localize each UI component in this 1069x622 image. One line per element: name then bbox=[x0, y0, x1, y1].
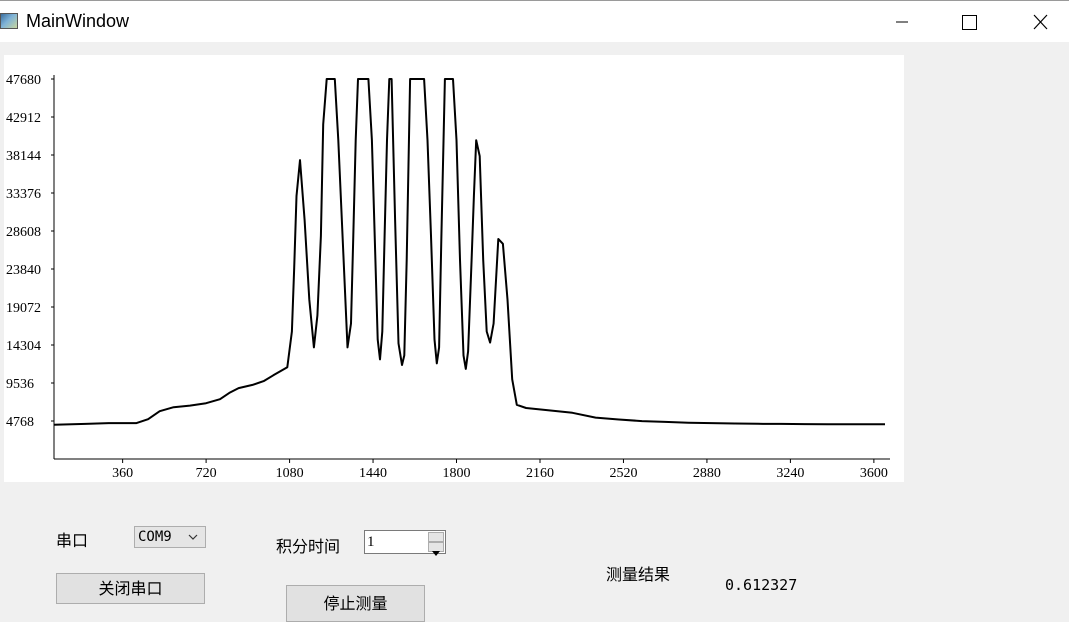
x-tick-label: 720 bbox=[196, 466, 217, 481]
x-tick-label: 3240 bbox=[776, 466, 804, 481]
x-tick-label: 1080 bbox=[276, 466, 304, 481]
x-tick-label: 1800 bbox=[443, 466, 471, 481]
app-icon bbox=[0, 13, 18, 29]
serial-port-combobox[interactable]: COM9 bbox=[134, 526, 206, 548]
x-tick-label: 1440 bbox=[359, 466, 387, 481]
y-tick-label: 47680 bbox=[6, 73, 41, 88]
x-tick-label: 2160 bbox=[526, 466, 554, 481]
close-port-button[interactable]: 关闭串口 bbox=[56, 573, 205, 604]
y-tick-label: 38144 bbox=[6, 149, 41, 164]
close-button[interactable] bbox=[1017, 1, 1063, 43]
integration-time-label: 积分时间 bbox=[276, 537, 341, 556]
result-value: 0.612327 bbox=[725, 576, 798, 594]
y-tick-label: 4768 bbox=[6, 415, 34, 430]
spin-up-button[interactable] bbox=[428, 532, 444, 547]
maximize-icon bbox=[962, 15, 977, 30]
x-tick-label: 3600 bbox=[860, 466, 888, 481]
chevron-down-icon bbox=[188, 534, 198, 540]
integration-time-input[interactable] bbox=[367, 533, 425, 551]
y-tick-label: 28608 bbox=[6, 225, 41, 240]
arrow-down-icon bbox=[432, 551, 440, 556]
y-tick-label: 19072 bbox=[6, 301, 41, 316]
x-tick-label: 360 bbox=[112, 466, 133, 481]
x-tick-label: 2880 bbox=[693, 466, 721, 481]
serial-port-label: 串口 bbox=[56, 531, 89, 550]
spectrum-chart: 360 720 1080 1440 1800 2160 2520 2880 3240 3600 47… bbox=[4, 55, 904, 482]
minimize-button[interactable] bbox=[879, 1, 925, 43]
y-tick-label: 42912 bbox=[6, 111, 41, 126]
spin-down-button[interactable] bbox=[428, 542, 444, 556]
spectrum-chart-svg: 360 720 1080 1440 1800 2160 2520 2880 3240 3600 47… bbox=[6, 73, 890, 481]
series-line bbox=[53, 78, 885, 426]
minimize-icon bbox=[896, 21, 908, 23]
close-icon bbox=[1033, 14, 1048, 30]
maximize-button[interactable] bbox=[946, 1, 992, 43]
y-tick-label: 9536 bbox=[6, 377, 34, 392]
y-tick-label: 23840 bbox=[6, 263, 41, 278]
integration-time-spinbox bbox=[364, 530, 446, 556]
stop-measure-button[interactable]: 停止测量 bbox=[286, 585, 425, 622]
window-title: MainWindow bbox=[26, 11, 130, 31]
y-tick-label: 14304 bbox=[6, 339, 41, 354]
y-tick-label: 33376 bbox=[6, 187, 41, 202]
x-tick-label: 2520 bbox=[609, 466, 637, 481]
result-label: 测量结果 bbox=[606, 565, 671, 584]
serial-port-value: COM9 bbox=[138, 529, 172, 545]
title-bar: MainWindow bbox=[0, 0, 1069, 42]
